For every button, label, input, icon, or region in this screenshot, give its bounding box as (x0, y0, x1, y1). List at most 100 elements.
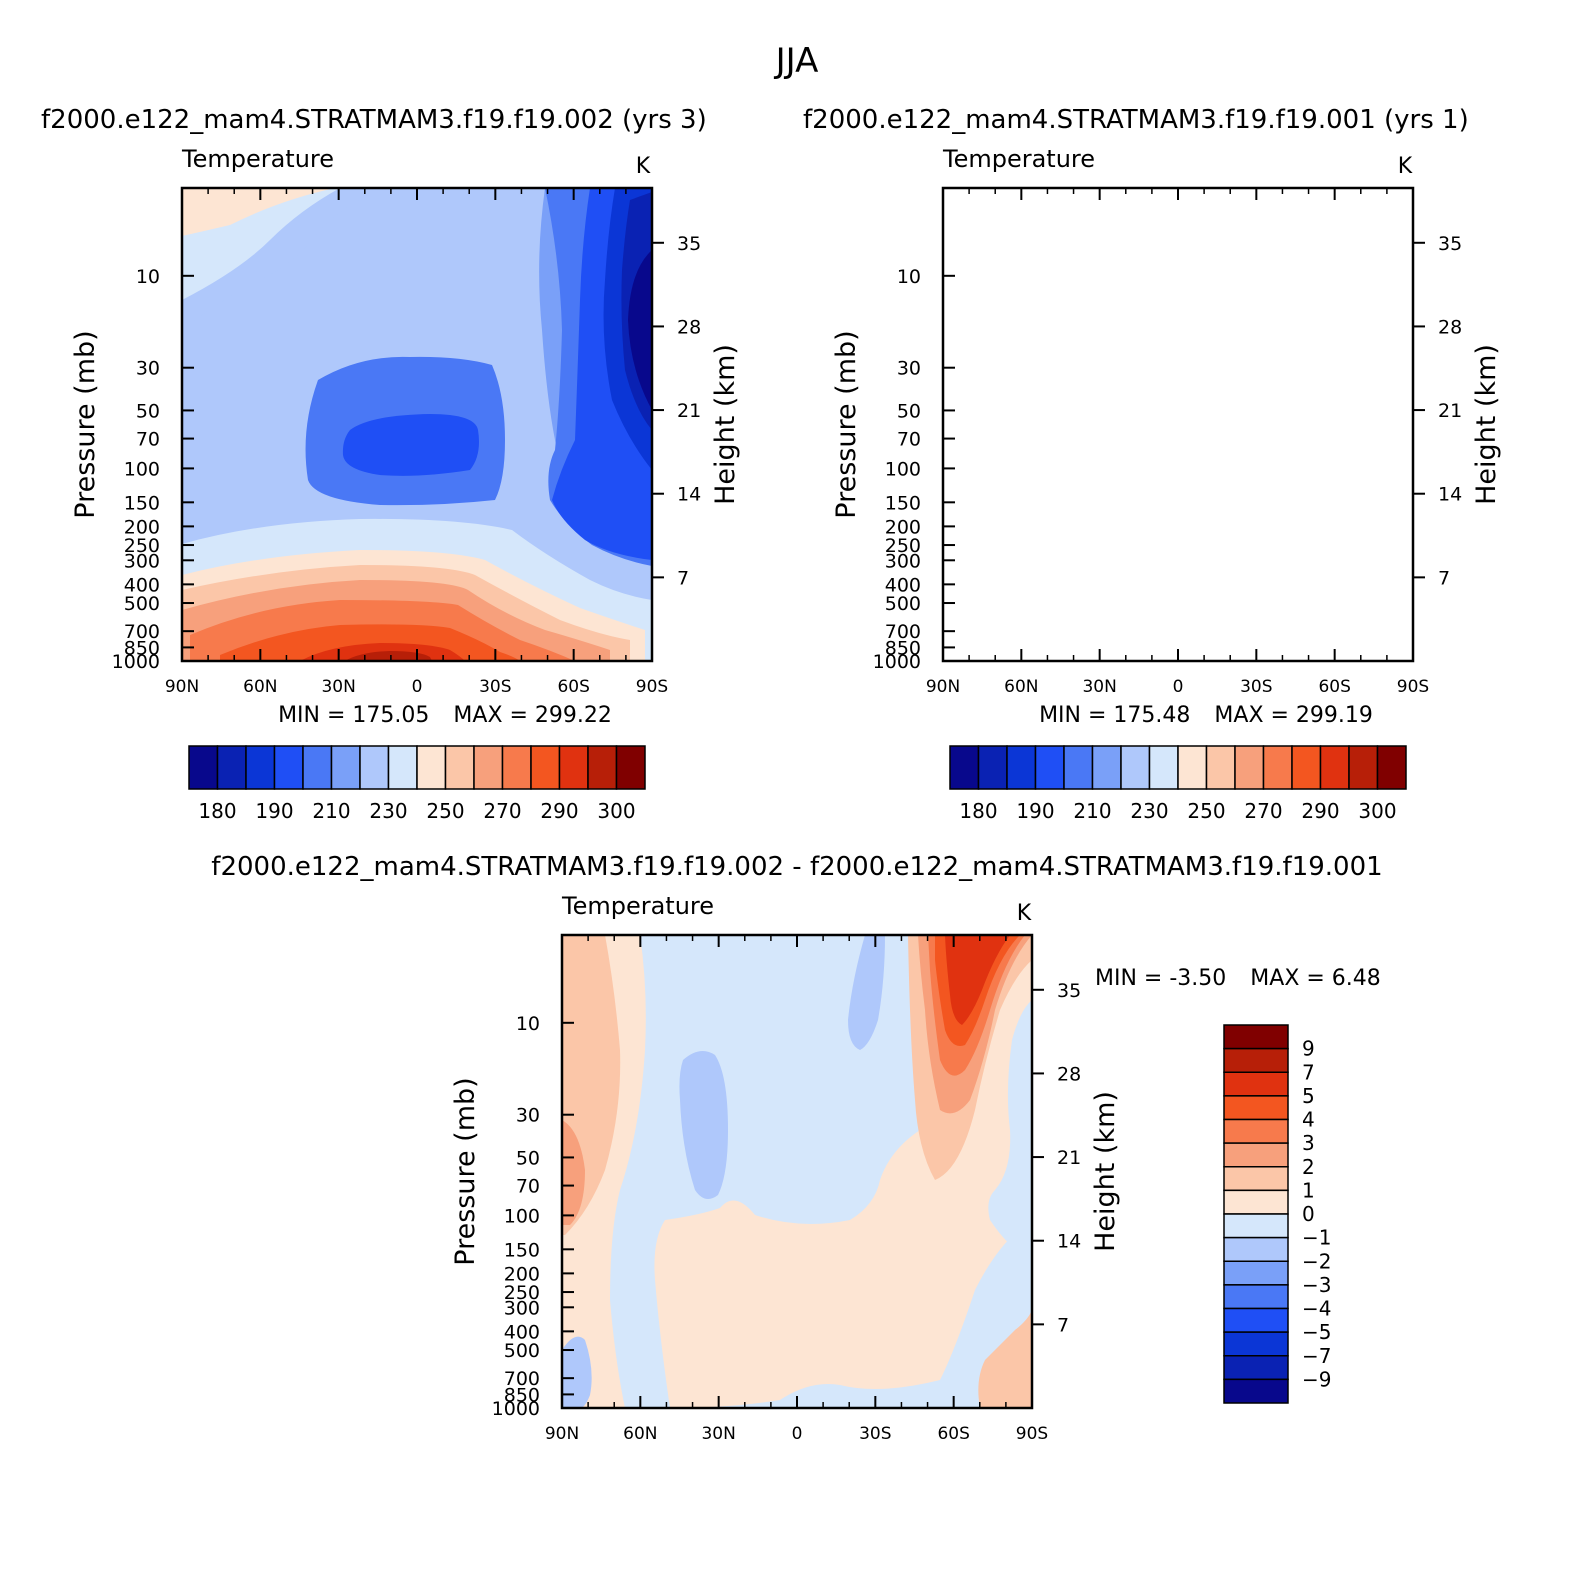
band-190-polar (1365, 188, 1413, 470)
colorbar-swatch (558, 745, 589, 790)
height-tick-label: 21 (1057, 1147, 1081, 1169)
band-minus1-0-east (988, 935, 1032, 1260)
x-tick-label: 30S (479, 677, 511, 697)
y-tick-label: 250 (124, 535, 160, 557)
colorbar-label: 7 (1302, 1060, 1315, 1084)
band-210-polar (1306, 188, 1413, 566)
colorbar-swatch (1063, 745, 1094, 790)
variable-label: Temperature (181, 145, 334, 173)
height-tick-label: 21 (677, 400, 701, 422)
colorbar-swatch (1177, 745, 1208, 790)
colorbar-label: 180 (959, 799, 997, 823)
y-tick-label: 1000 (873, 651, 921, 673)
colorbar: 180 190 210 230 250 270 290 300 (188, 745, 646, 823)
band-220-230 (943, 188, 1413, 661)
x-tick-label: 30N (321, 677, 355, 697)
band-200-tropical (1104, 414, 1240, 476)
panel-top-left: f2000.e122_mam4.STRATMAM3.f19.f19.002 (y… (41, 105, 741, 823)
colorbar-swatch (1223, 1284, 1289, 1310)
band-250-upper (182, 188, 335, 236)
y-tick-label: 300 (885, 550, 921, 572)
x-tick-label: 90S (1397, 677, 1429, 697)
y-axis-title: Pressure (mb) (70, 330, 101, 518)
colorbar-swatch (216, 745, 247, 790)
x-tick-label: 90N (926, 677, 960, 697)
colorbar-label: 4 (1302, 1108, 1315, 1132)
y-tick-label: 250 (885, 535, 921, 557)
band-5-7-east (945, 935, 1010, 1025)
y-tick-label: 50 (516, 1147, 540, 1169)
y-tick-label: 700 (885, 621, 921, 643)
colorbar-label: 190 (1016, 799, 1054, 823)
x-tick-label: 0 (1173, 677, 1184, 697)
y-tick-label: 400 (124, 574, 160, 596)
y-tick-label: 1000 (112, 651, 160, 673)
colorbar-swatch (1223, 1331, 1289, 1357)
colorbar-swatch (473, 745, 504, 790)
colorbar-label: 290 (540, 799, 578, 823)
min-max-label: MIN = 175.05 MAX = 299.22 (278, 703, 612, 728)
band-250 (943, 550, 1406, 661)
axis-group: 90N 60N 30N 0 30S 60S 90S103050701001502002503… (70, 188, 741, 697)
y-tick-label: 100 (885, 458, 921, 480)
units-label: K (1398, 154, 1413, 179)
colorbar-swatch (1223, 1166, 1289, 1192)
colorbar-label: 230 (1130, 799, 1168, 823)
band-300 (1106, 651, 1193, 661)
colorbar-swatch (587, 745, 618, 790)
colorbar-swatch (1205, 745, 1236, 790)
colorbar-swatch (1034, 745, 1065, 790)
variable-label: Temperature (561, 892, 714, 920)
colorbar-swatch (1223, 1047, 1289, 1073)
colorbar-label: −1 (1302, 1226, 1331, 1250)
colorbar-swatch (1223, 1024, 1289, 1050)
min-max-label: MIN = -3.50 MAX = 6.48 (1095, 966, 1381, 991)
colorbar-swatch (977, 745, 1008, 790)
band-200-tropical (342, 414, 479, 476)
x-tick-label: 90S (1016, 1424, 1048, 1444)
y-tick-label: 200 (885, 516, 921, 538)
colorbar-swatch (359, 745, 390, 790)
band-290 (981, 624, 1281, 661)
height-tick-label: 14 (677, 484, 701, 506)
y-tick-label: 10 (897, 266, 921, 288)
colorbar-swatch (1376, 745, 1407, 790)
x-tick-label: 90N (165, 677, 199, 697)
axis-group: 90N 60N 30N 0 30S 60S 90S103050701001502002503… (831, 188, 1502, 697)
figure-title: JJA (774, 41, 819, 81)
colorbar-label: 180 (198, 799, 236, 823)
x-tick-label: 30S (1240, 677, 1272, 697)
panel-title: f2000.e122_mam4.STRATMAM3.f19.f19.002 (y… (41, 105, 707, 135)
band-260 (943, 565, 1391, 661)
y-tick-label: 30 (136, 358, 160, 380)
band-295 (1061, 643, 1226, 661)
y-tick-label: 500 (124, 593, 160, 615)
y-tick-label: 250 (504, 1282, 540, 1304)
colorbar-swatch (1006, 745, 1037, 790)
panel-title: f2000.e122_mam4.STRATMAM3.f19.f19.001 (y… (803, 105, 1469, 135)
y-axis-title: Pressure (mb) (831, 330, 862, 518)
contour-field (943, 188, 1413, 661)
y-tick-label: 50 (897, 400, 921, 422)
colorbar-label: −9 (1302, 1367, 1331, 1391)
height-tick-label: 35 (1057, 980, 1081, 1002)
colorbar-label: 300 (1358, 799, 1396, 823)
y-tick-label: 850 (885, 637, 921, 659)
band-1-2-surface (978, 1310, 1032, 1408)
x-tick-label: 30N (1082, 677, 1116, 697)
y-tick-label: 200 (124, 516, 160, 538)
colorbar-swatch (1291, 745, 1322, 790)
x-tick-label: 60N (243, 677, 277, 697)
colorbar-label: 300 (597, 799, 635, 823)
colorbar-swatch (1319, 745, 1350, 790)
band-200-polar (1313, 188, 1413, 560)
colorbar-label: 210 (312, 799, 350, 823)
colorbar-swatch (1348, 745, 1379, 790)
colorbar-swatch (1223, 1260, 1289, 1286)
colorbar-swatch (1120, 745, 1151, 790)
y-tick-label: 400 (504, 1321, 540, 1343)
colorbar-label: 0 (1302, 1202, 1315, 1226)
colorbar-swatch (1223, 1095, 1289, 1121)
y-tick-label: 1000 (492, 1398, 540, 1420)
